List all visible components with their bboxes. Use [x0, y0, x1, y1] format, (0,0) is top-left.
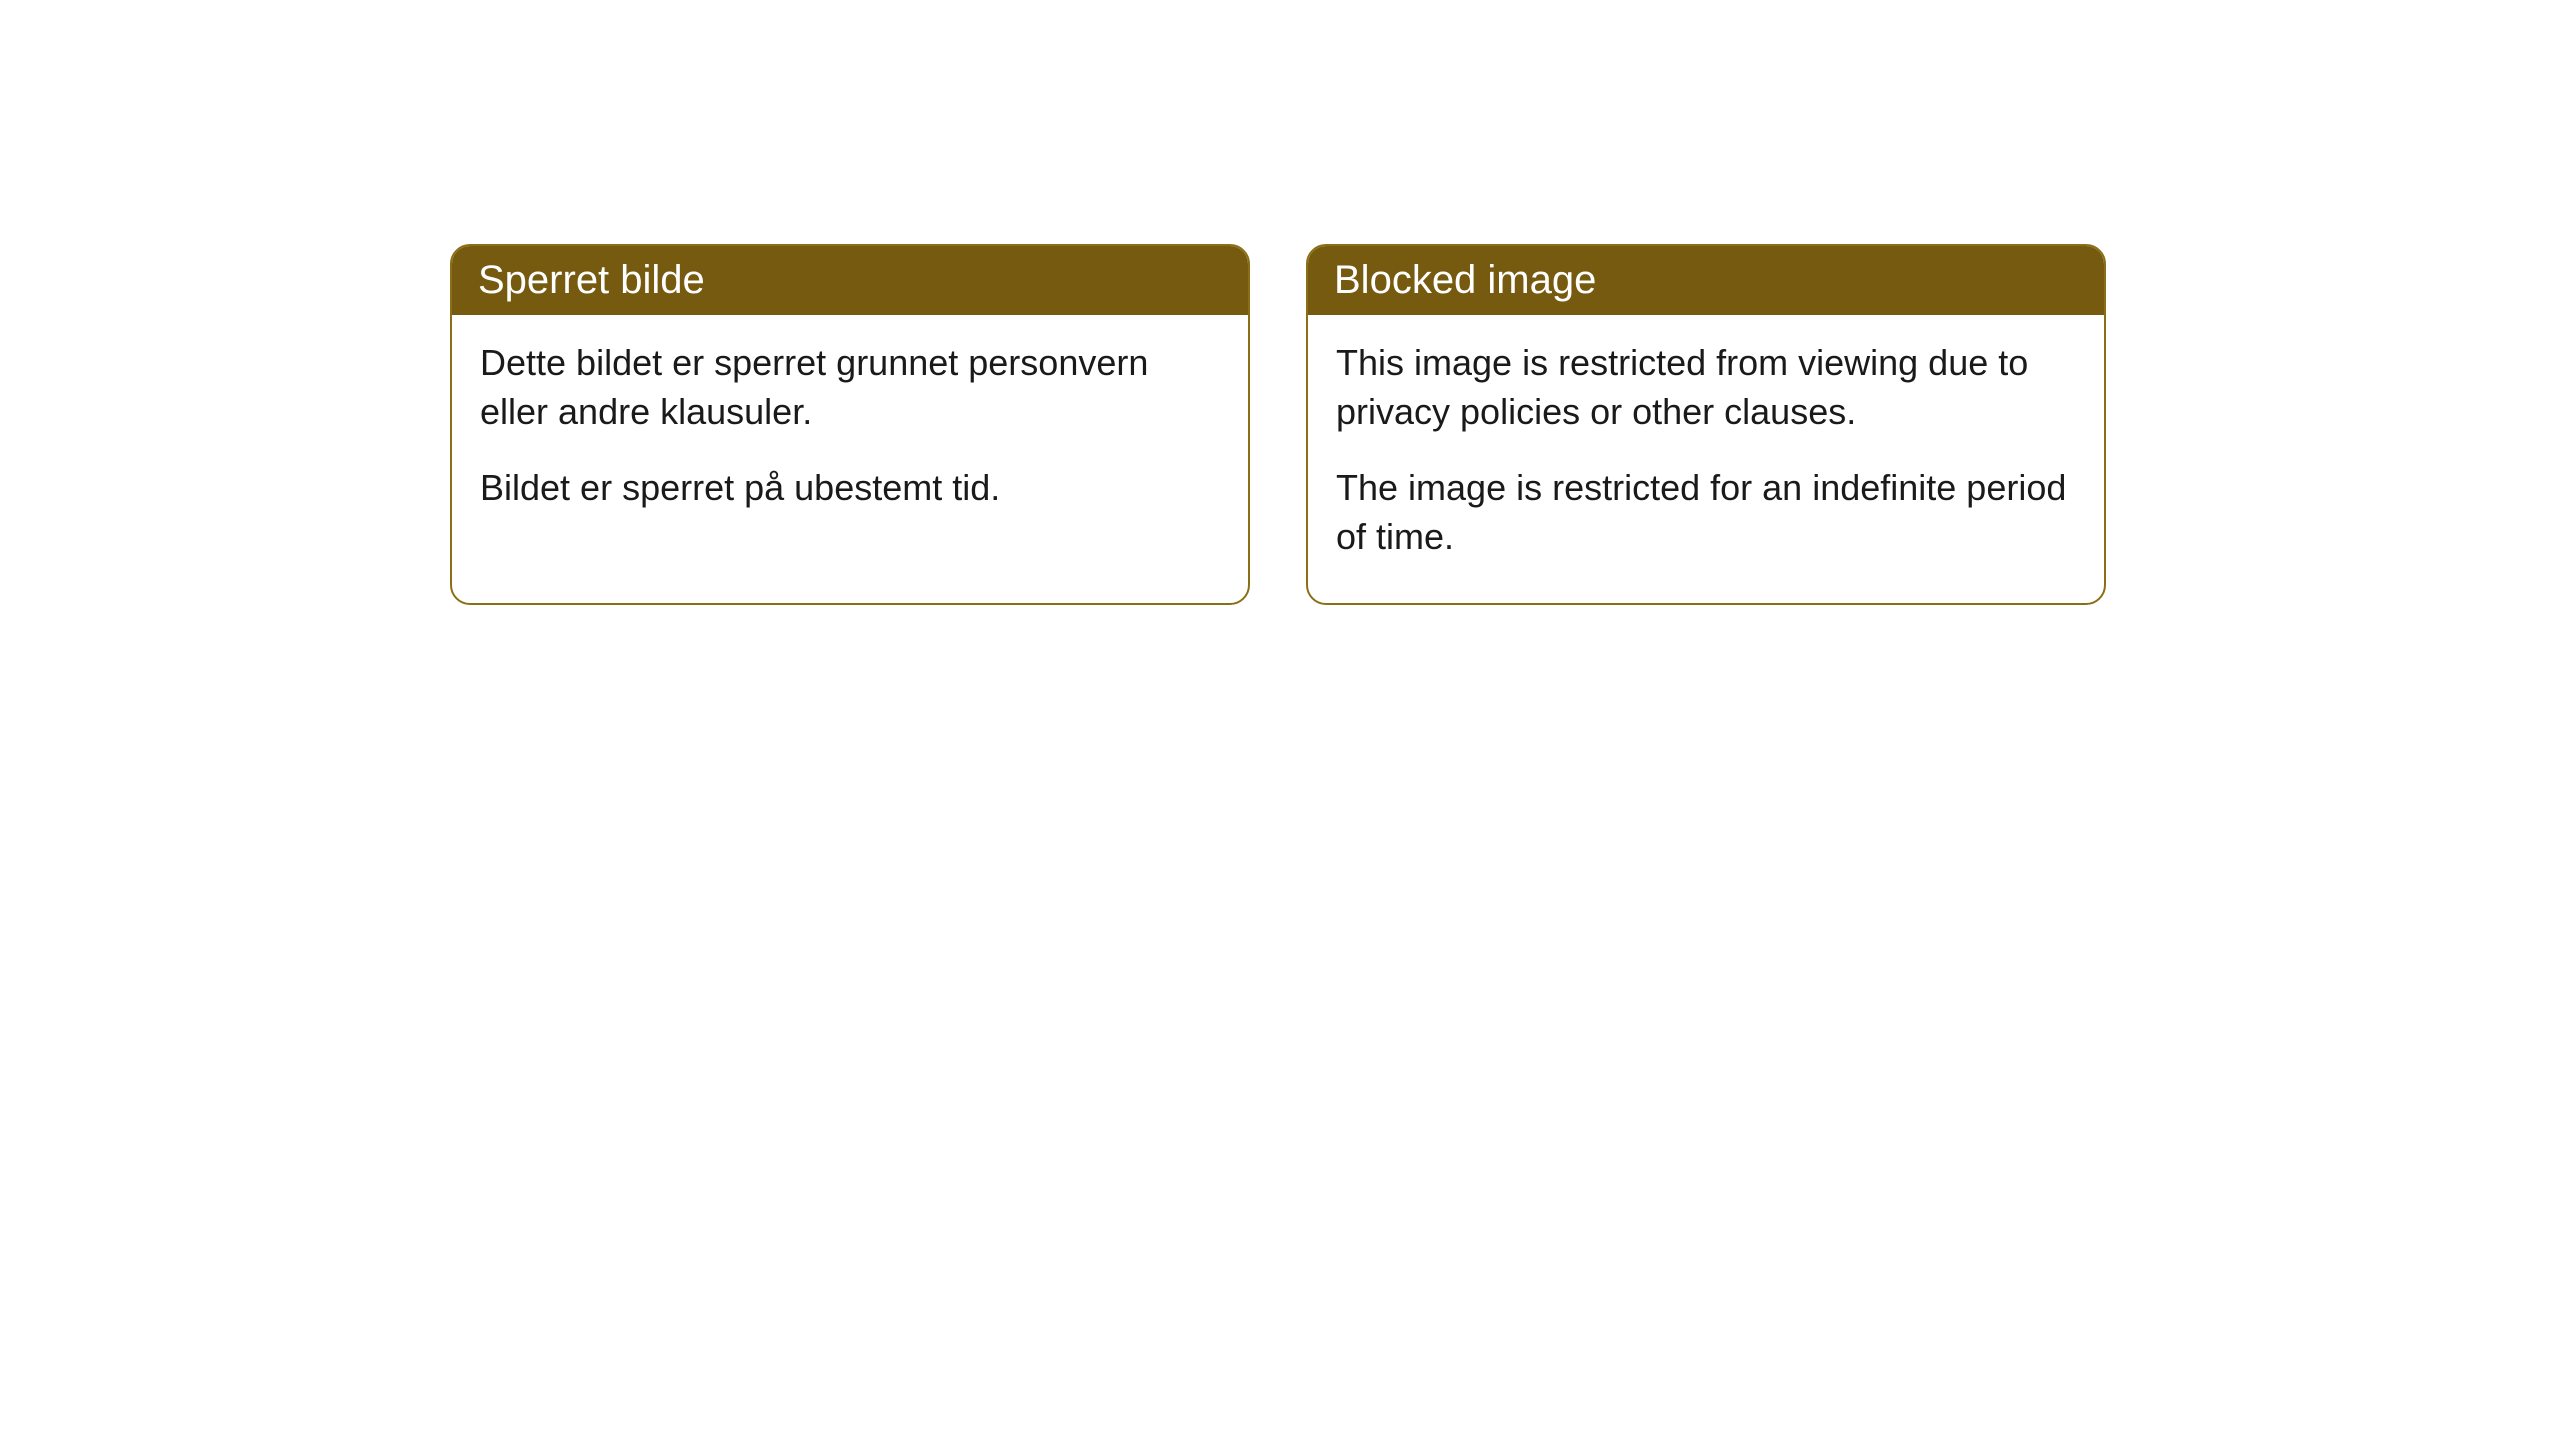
card-body: This image is restricted from viewing du… — [1308, 315, 2104, 603]
notice-paragraph-1: Dette bildet er sperret grunnet personve… — [480, 339, 1220, 436]
card-header: Sperret bilde — [452, 246, 1248, 315]
notice-card-norwegian: Sperret bilde Dette bildet er sperret gr… — [450, 244, 1250, 605]
cards-container: Sperret bilde Dette bildet er sperret gr… — [450, 244, 2106, 605]
card-header: Blocked image — [1308, 246, 2104, 315]
notice-paragraph-2: The image is restricted for an indefinit… — [1336, 464, 2076, 561]
card-body: Dette bildet er sperret grunnet personve… — [452, 315, 1248, 555]
notice-paragraph-2: Bildet er sperret på ubestemt tid. — [480, 464, 1220, 513]
notice-paragraph-1: This image is restricted from viewing du… — [1336, 339, 2076, 436]
notice-card-english: Blocked image This image is restricted f… — [1306, 244, 2106, 605]
